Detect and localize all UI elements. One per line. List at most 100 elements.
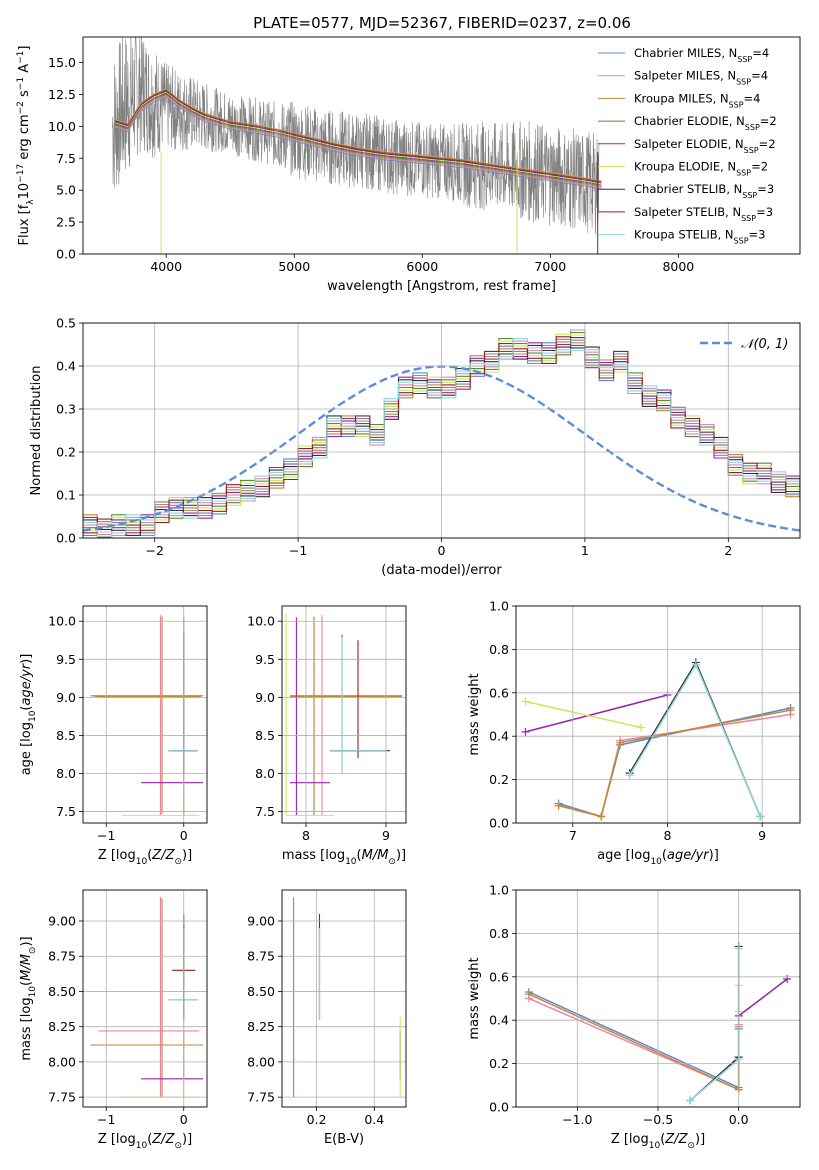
y-tick-label: 8.00	[48, 1054, 76, 1069]
errorbar-chabrier-stelib	[168, 925, 198, 1020]
data-point	[616, 738, 625, 747]
legend-label: Salpeter STELIB, NSSP=3	[634, 205, 773, 223]
axes-frame	[82, 36, 801, 255]
errorbar-salpeter-miles	[290, 615, 402, 816]
spectrum-model-line	[114, 88, 602, 182]
data-point	[554, 801, 563, 810]
spectrum-model-line	[114, 96, 602, 190]
x-tick-label: 0	[438, 543, 446, 558]
errorbar-kroupa-stelib	[168, 636, 198, 774]
spectrum-model-line	[114, 92, 602, 186]
axes-frame	[82, 322, 801, 539]
plot-area-age_vs_mass	[285, 613, 402, 816]
y-tick-label: 8.00	[247, 1054, 275, 1069]
errorbar-salpeter-elodie	[141, 617, 204, 816]
legend-label: Kroupa ELODIE, NSSP=2	[634, 160, 768, 178]
legend-label: Kroupa STELIB, NSSP=3	[634, 228, 765, 246]
y-axis-label: Flux [fλ10−17 erg cm−2 s−1 A−1]	[16, 46, 36, 246]
x-tick-label: 1	[581, 543, 589, 558]
y-axis-label: Normed distribution	[29, 366, 44, 496]
y-tick-label: 7.5	[56, 151, 76, 166]
series-kroupa-stelib	[625, 660, 765, 821]
x-axis-label: Z [log10(Z/Z⊙)]	[98, 1132, 192, 1151]
legend-label: 𝒩(0, 1)	[741, 337, 788, 352]
errorbar-kroupa-elodie	[285, 613, 334, 816]
x-tick-label: 7000	[534, 259, 566, 274]
errorbar-chabrier-miles	[90, 899, 204, 1098]
y-tick-label: 8.50	[247, 984, 275, 999]
residual-histogram	[83, 336, 800, 534]
axes-spectrum: 4000 5000 6000 7000 8000 0.0 2.5 5.0 7.5 10.0 12.5…	[16, 36, 801, 294]
y-tick-label: 9.00	[48, 914, 76, 929]
figure-title: PLATE=0577, MJD=52367, FIBERID=0237, z=0…	[253, 14, 631, 32]
x-axis-label: Z [log10(Z/Z⊙)]	[611, 1132, 705, 1151]
x-tick-label: 9	[382, 828, 390, 843]
x-tick-label: 8	[663, 828, 671, 843]
plot-area-residuals	[83, 329, 800, 538]
axes-frame	[82, 889, 208, 1108]
x-axis-label: age [log10(age/yr)]	[597, 848, 719, 867]
series-line	[525, 694, 668, 733]
y-tick-label: 8.25	[247, 1019, 275, 1034]
y-tick-label: 9.0	[255, 690, 275, 705]
y-tick-label: 8.0	[56, 766, 76, 781]
data-point	[521, 727, 530, 736]
series-salpeter-elodie	[521, 690, 672, 736]
spectrum-data-line	[112, 37, 600, 235]
y-tick-label: 7.5	[56, 804, 76, 819]
data-point	[597, 812, 606, 821]
x-tick-label: −1	[97, 1112, 115, 1127]
y-axis-label: mass [log10(M/M⊙)]	[19, 936, 38, 1060]
data-point	[691, 660, 700, 669]
plot-area-age_vs_Z	[90, 613, 204, 816]
y-tick-label: 0.3	[56, 402, 76, 417]
x-axis-label: Z [log10(Z/Z⊙)]	[98, 848, 192, 867]
y-tick-label: 15.0	[48, 55, 76, 70]
series-line	[689, 946, 740, 1102]
spectrum-model-line	[114, 88, 602, 182]
residual-histogram	[83, 337, 800, 534]
residual-histogram	[83, 329, 800, 536]
spectrum-model-line	[114, 95, 602, 189]
axes-frame	[281, 605, 407, 824]
spectrum-model-line	[114, 89, 602, 183]
y-tick-label: 9.5	[255, 652, 275, 667]
x-tick-label: 8000	[662, 259, 694, 274]
axes-weight_vs_Z: −1.0 −0.5 0.0 0.0 0.2 0.4 0.6 0.8 1.0 Z [log10(Z/…	[467, 883, 801, 1151]
y-tick-label: 8.25	[48, 1019, 76, 1034]
errorbar-salpeter-miles	[98, 897, 200, 1098]
spectrum-model-line	[114, 94, 602, 188]
series-chabrier-miles	[554, 703, 795, 821]
y-tick-label: 1.0	[489, 883, 509, 898]
series-line	[525, 700, 642, 729]
x-tick-label: 5000	[278, 259, 310, 274]
data-point	[524, 990, 533, 999]
legend-label: Salpeter MILES, NSSP=4	[634, 69, 768, 87]
series-kroupa-elodie	[521, 697, 645, 732]
y-tick-label: 0.1	[56, 488, 76, 503]
x-tick-label: −2	[145, 543, 163, 558]
residual-histogram	[83, 341, 800, 536]
axes-frame	[515, 605, 801, 824]
x-tick-label: 4000	[150, 259, 182, 274]
y-tick-label: 0.0	[56, 531, 76, 546]
errorbar-kroupa-stelib	[168, 928, 198, 1020]
x-axis-label: wavelength [Angstrom, rest frame]	[327, 279, 556, 294]
y-axis-label: mass weight	[467, 957, 482, 1039]
y-tick-label: 7.75	[247, 1090, 275, 1105]
legend-label: Chabrier MILES, NSSP=4	[634, 46, 769, 64]
axes-residuals: −2 −1 0 1 2 0.0 0.1 0.2 0.3 0.4 0.5 (data-model)/er…	[29, 316, 801, 578]
data-point	[521, 697, 530, 706]
plot-area-spectrum	[112, 37, 602, 254]
y-tick-label: 0.2	[489, 772, 509, 787]
data-point	[686, 1096, 695, 1105]
y-tick-label: 8.0	[255, 766, 275, 781]
y-tick-label: 0.0	[56, 247, 76, 262]
y-tick-label: 9.00	[247, 914, 275, 929]
axes-weight_vs_age: 7 8 9 0.0 0.2 0.4 0.6 0.8 1.0 age [log10(age/yr)]…	[467, 599, 801, 867]
y-tick-label: 8.75	[48, 949, 76, 964]
y-tick-label: 9.0	[56, 690, 76, 705]
plot-area-mass_vs_Z	[90, 897, 204, 1098]
axes-frame	[281, 889, 407, 1108]
series-salpeter-elodie	[734, 974, 792, 1020]
